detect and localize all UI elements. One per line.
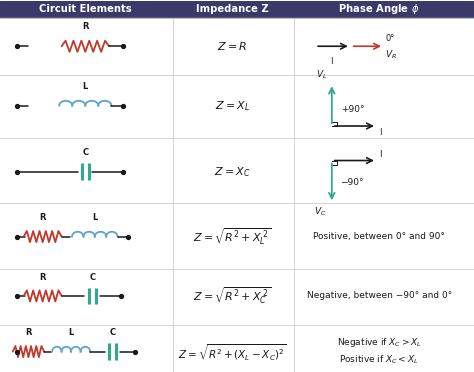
Text: Impedance Z: Impedance Z [196,4,269,14]
Bar [0,1,474,17]
Text: +90°: +90° [341,105,365,114]
Text: Positive if $X_C < X_L$: Positive if $X_C < X_L$ [339,353,419,366]
Text: $Z = X_L$: $Z = X_L$ [215,99,250,112]
Text: −90°: −90° [340,178,364,187]
Text: 0°: 0° [385,33,395,42]
Text: R: R [39,214,46,222]
Text: I: I [330,57,333,65]
Text: L: L [92,214,98,222]
Text: $V_C$: $V_C$ [314,206,327,218]
Text: R: R [25,328,32,337]
Text: L: L [82,82,88,91]
Text: L: L [68,328,74,337]
Text: $Z = X_C$: $Z = X_C$ [214,165,251,179]
Text: Negative if $X_C > X_L$: Negative if $X_C > X_L$ [337,336,422,349]
Text: $V_R$: $V_R$ [385,48,397,61]
Text: I: I [379,128,382,137]
Text: Positive, between 0° and 90°: Positive, between 0° and 90° [313,232,445,241]
Text: R: R [82,22,89,31]
Text: $Z = \sqrt{R^2 + (X_L - X_C)^2}$: $Z = \sqrt{R^2 + (X_L - X_C)^2}$ [178,341,287,362]
Text: C: C [90,273,95,282]
Text: $Z = R$: $Z = R$ [217,40,247,52]
Text: R: R [39,273,46,282]
Text: C: C [82,148,88,157]
Text: $V_L$: $V_L$ [316,69,327,81]
Text: I: I [379,150,382,159]
Text: $Z = \sqrt{R^2 + X_L^{\ 2}}$: $Z = \sqrt{R^2 + X_L^{\ 2}}$ [193,227,272,247]
Text: Circuit Elements: Circuit Elements [39,4,132,14]
Text: Phase Angle $\phi$: Phase Angle $\phi$ [338,2,420,16]
Text: $Z = \sqrt{R^2 + X_C^{\ 2}}$: $Z = \sqrt{R^2 + X_C^{\ 2}}$ [193,286,272,306]
Text: C: C [110,328,116,337]
Text: Negative, between −90° and 0°: Negative, between −90° and 0° [307,291,452,301]
